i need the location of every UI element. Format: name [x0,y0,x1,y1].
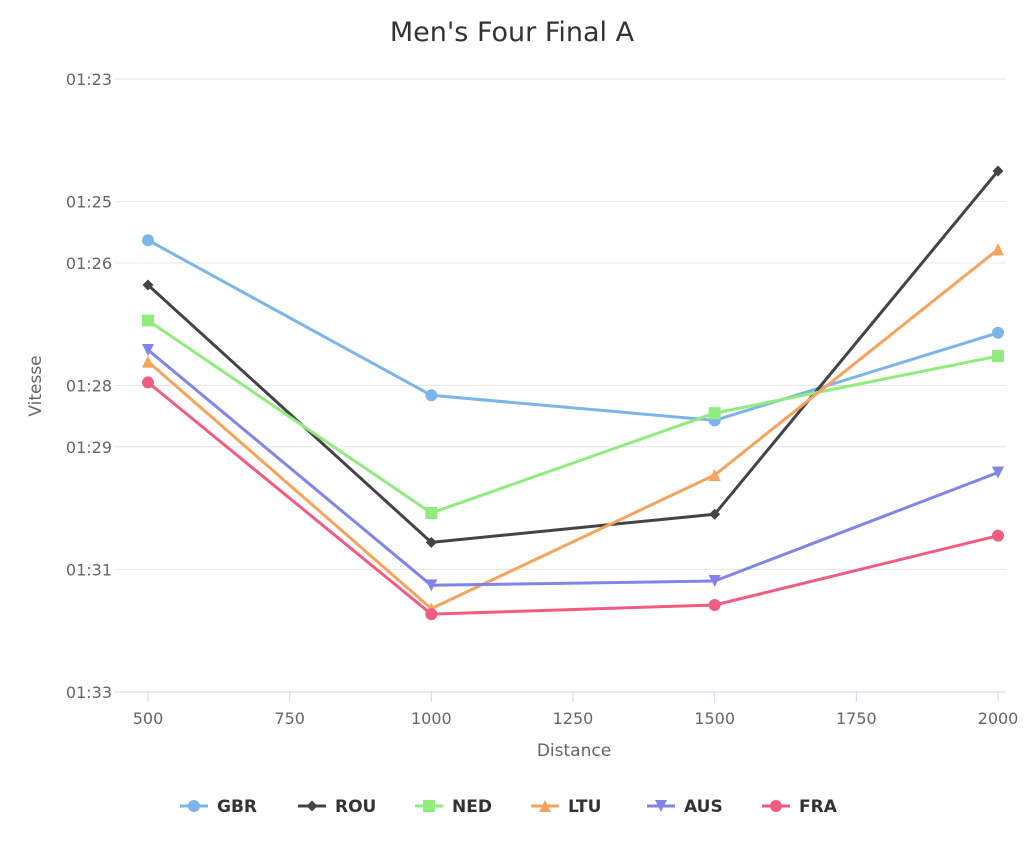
data-point-aus-1500[interactable] [708,575,721,588]
data-point-gbr-1000[interactable] [425,389,438,402]
legend-label: ROU [335,797,376,817]
data-point-aus-2000[interactable] [992,466,1004,479]
legend-item-ltu[interactable]: LTU [531,797,601,817]
legend-label: FRA [799,797,838,817]
legend-label: GBR [217,797,257,817]
legend-symbol [306,800,318,812]
data-point-aus-1000[interactable] [425,579,438,592]
legend-item-aus[interactable]: AUS [647,797,723,817]
data-point-fra-2000[interactable] [992,529,1004,542]
y-tick-label: 01:31 [66,560,112,579]
x-tick-label: 2000 [978,709,1019,728]
data-point-rou-1000[interactable] [425,536,437,548]
x-tick-label: 1000 [411,709,452,728]
legend: GBR ROU NED LTU AUS FRA [180,797,838,817]
data-point-ned-1000[interactable] [425,507,438,520]
y-axis: 01:23 01:25 01:26 01:28 01:29 01:31 01:33 [66,70,112,702]
series-rou [142,165,1004,548]
series-line-fra [146,380,1000,616]
series-line-aus [146,348,1000,587]
x-tick-label: 1250 [553,709,594,728]
y-tick-label: 01:33 [66,683,112,702]
series-line-gbr [146,238,1000,422]
y-axis-title: Vitesse [26,355,46,416]
legend-symbol [770,800,782,812]
y-tick-label: 01:29 [66,438,112,457]
data-point-rou-500[interactable] [142,279,154,291]
data-point-gbr-2000[interactable] [992,326,1004,339]
legend-symbol [539,800,551,812]
series-line-ned [146,319,1000,515]
data-point-fra-1000[interactable] [425,608,438,621]
data-point-fra-1500[interactable] [708,598,721,611]
data-point-ned-2000[interactable] [992,350,1004,363]
y-tick-label: 01:26 [66,254,112,273]
x-tick-label: 1750 [836,709,877,728]
legend-item-fra[interactable]: FRA [762,797,838,817]
data-point-ltu-1500[interactable] [708,468,721,481]
legend-item-ned[interactable]: NED [415,797,492,817]
series-line-ltu [146,247,1000,611]
x-tick-label: 1500 [694,709,735,728]
series-aus [142,343,1004,592]
x-tick-label: 750 [274,709,305,728]
legend-symbol [188,800,200,812]
legend-symbol [423,800,435,812]
series-group [142,165,1004,621]
data-point-aus-500[interactable] [142,343,154,356]
series-ned [142,314,1004,520]
series-line-rou [146,169,1000,544]
chart-title: Men's Four Final A [390,17,635,48]
legend-label: NED [452,797,492,817]
data-point-rou-2000[interactable] [992,165,1004,177]
legend-label: AUS [684,797,723,817]
data-point-ltu-2000[interactable] [992,243,1004,256]
data-point-ned-1500[interactable] [708,407,721,420]
data-point-ltu-500[interactable] [142,355,154,368]
y-tick-label: 01:25 [66,193,112,212]
series-ltu [142,243,1004,615]
x-axis: 500 750 1000 1250 1500 1750 2000 [115,691,1019,728]
data-point-rou-1500[interactable] [709,508,721,520]
y-tick-label: 01:23 [66,70,112,89]
data-point-fra-500[interactable] [142,376,154,389]
data-point-gbr-500[interactable] [142,234,154,247]
legend-item-rou[interactable]: ROU [298,797,376,817]
legend-label: LTU [568,797,601,817]
x-tick-label: 500 [133,709,164,728]
series-gbr [142,234,1004,427]
x-axis-title: Distance [537,741,611,761]
series-fra [142,376,1004,621]
y-tick-label: 01:28 [66,377,112,396]
legend-symbol [655,800,667,812]
data-point-ned-500[interactable] [142,314,154,327]
legend-item-gbr[interactable]: GBR [180,797,257,817]
